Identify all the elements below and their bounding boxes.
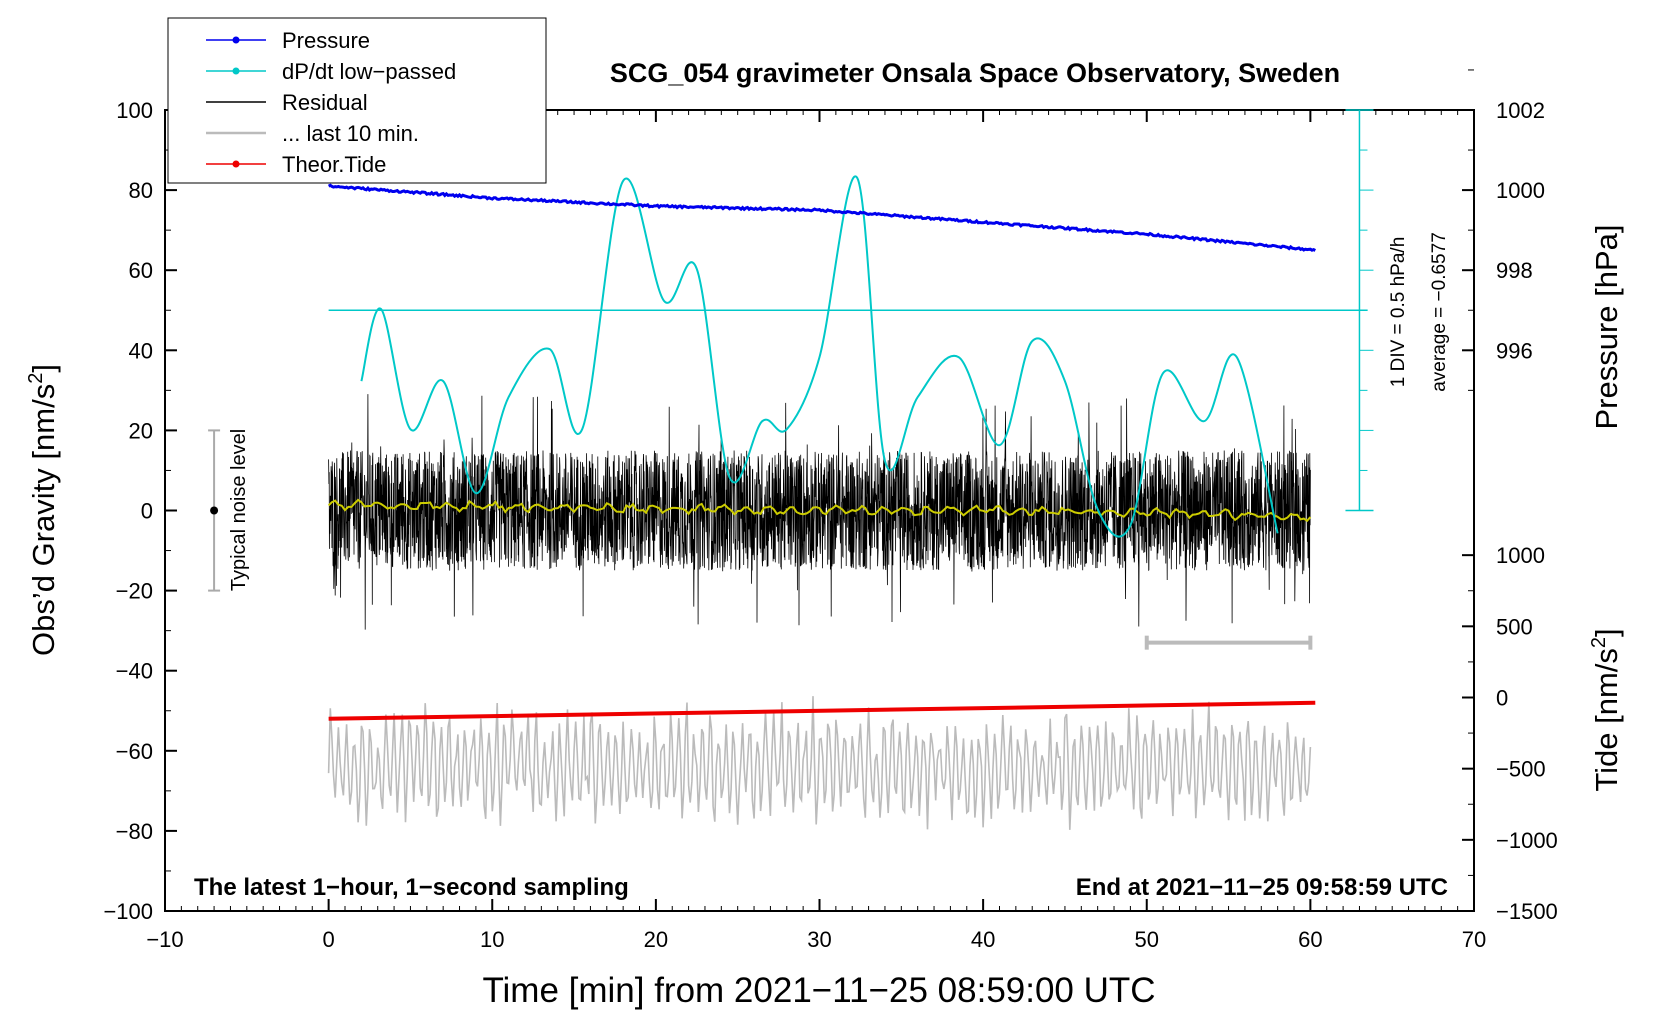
series-residual	[328, 394, 1311, 630]
annotation-sampling: The latest 1−hour, 1−second sampling	[194, 874, 629, 901]
x-tick-label: 10	[480, 927, 504, 952]
legend: Pressure dP/dt low−passed Residual ... last…	[167, 17, 547, 184]
y-axis-label-pressure: Pressure [hPa]	[1589, 224, 1624, 429]
series-group	[208, 109, 1374, 830]
x-tick-label: 30	[807, 927, 831, 952]
y-axis-label-tide: Tide [nm/s2]	[1588, 628, 1624, 791]
pressure-tick-label: 998	[1496, 258, 1533, 283]
y-tick-label: −60	[116, 739, 153, 764]
legend-box	[167, 17, 547, 184]
series-last-10-min	[327, 696, 1312, 830]
tide-tick-label: 500	[1496, 614, 1533, 639]
y-tick-label: 20	[129, 418, 153, 443]
tide-tick-label: −1500	[1496, 899, 1558, 924]
noise-bar-center	[210, 506, 219, 515]
legend-marker	[232, 160, 240, 168]
tide-tick-label: 1000	[1496, 543, 1545, 568]
tide-tick-label: −500	[1496, 757, 1546, 782]
legend-label: Theor.Tide	[282, 152, 386, 177]
pressure-tick-label: 996	[1496, 338, 1533, 363]
series-pressure	[327, 183, 1317, 252]
y-axis-label-gravity: Obs’d Gravity [nm/s2]	[25, 364, 61, 656]
pressure-tick-label: 1002	[1496, 98, 1545, 123]
x-tick-label: 40	[971, 927, 995, 952]
x-tick-label: 0	[323, 927, 335, 952]
x-tick-label: 20	[644, 927, 668, 952]
y-tick-label: −20	[116, 579, 153, 604]
tide-tick-label: 0	[1496, 685, 1508, 710]
y-tick-label: 100	[116, 98, 153, 123]
tide-tick-label: −1000	[1496, 828, 1558, 853]
legend-label: dP/dt low−passed	[282, 59, 456, 84]
pressure-tick-label: 1000	[1496, 178, 1545, 203]
series-residual-smoothed	[327, 498, 1312, 523]
legend-label: Residual	[282, 90, 368, 115]
y-tick-label: 0	[141, 499, 153, 524]
legend-marker	[232, 36, 240, 44]
annotation-end-time: End at 2021−11−25 09:58:59 UTC	[1076, 874, 1448, 901]
legend-label: ... last 10 min.	[282, 121, 419, 146]
legend-marker	[232, 67, 240, 75]
y-tick-label: 40	[129, 338, 153, 363]
x-tick-label: −10	[146, 927, 183, 952]
annotation-noise: Typical noise level	[228, 429, 250, 591]
chart-title: SCG_054 gravimeter Onsala Space Observat…	[610, 58, 1340, 88]
y-tick-label: −80	[116, 819, 153, 844]
annotation-dpdt-div: 1 DIV = 0.5 hPa/h	[1388, 237, 1409, 388]
y-tick-label: 80	[129, 178, 153, 203]
series-theor-tide	[328, 700, 1316, 721]
y-tick-label: 60	[129, 258, 153, 283]
x-tick-label: 50	[1135, 927, 1159, 952]
annotation-dpdt-average: average = −0.6577	[1429, 232, 1450, 392]
x-tick-label: 60	[1298, 927, 1322, 952]
y-tick-label: −40	[116, 659, 153, 684]
x-axis-label: Time [min] from 2021−11−25 08:59:00 UTC	[482, 971, 1155, 1010]
tick-group: −10 0 10 20 30 40 50 60 70100806040200−20−40−60−…	[103, 69, 1558, 952]
y-tick-label: −100	[103, 899, 153, 924]
legend-label: Pressure	[282, 28, 370, 53]
series-dpdt	[360, 175, 1279, 538]
x-tick-label: 70	[1462, 927, 1486, 952]
